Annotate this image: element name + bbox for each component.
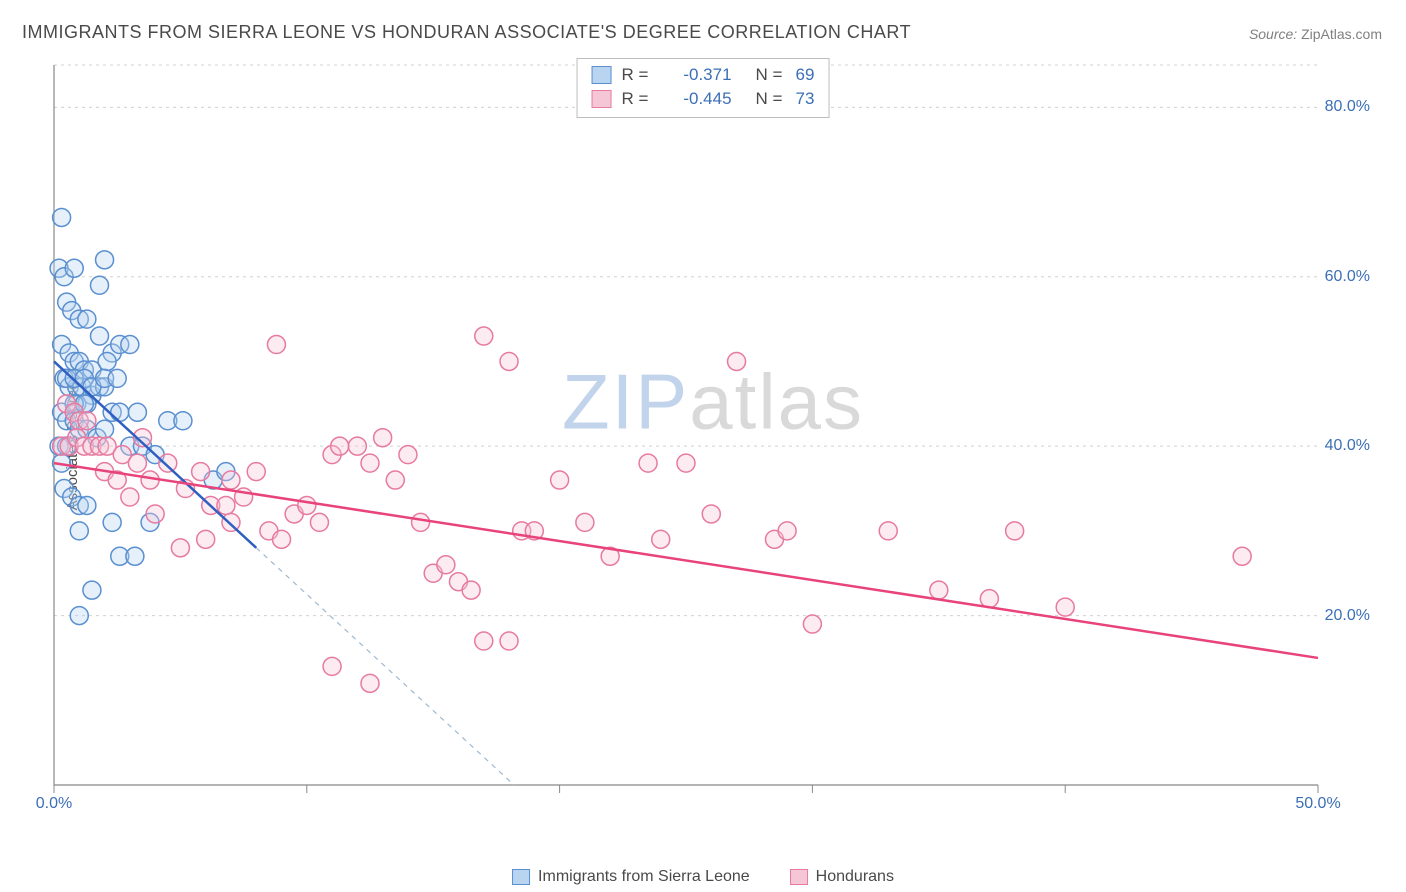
y-tick-label: 80.0% — [1325, 98, 1370, 116]
series-legend: Immigrants from Sierra Leone Hondurans — [512, 868, 894, 886]
correlation-legend: R = -0.371 N = 69 R = -0.445 N = 73 — [577, 58, 830, 118]
series-legend-item: Immigrants from Sierra Leone — [512, 868, 750, 886]
source-label: Source: — [1249, 26, 1301, 42]
n-label: N = — [756, 63, 786, 87]
n-value: 69 — [796, 63, 815, 87]
r-label: R = — [622, 87, 652, 111]
source-attribution: Source: ZipAtlas.com — [1249, 26, 1382, 42]
chart-title: IMMIGRANTS FROM SIERRA LEONE VS HONDURAN… — [22, 22, 911, 43]
correlation-legend-row: R = -0.371 N = 69 — [592, 63, 815, 87]
y-tick-label: 60.0% — [1325, 268, 1370, 286]
r-value: -0.445 — [662, 87, 732, 111]
r-label: R = — [622, 63, 652, 87]
n-value: 73 — [796, 87, 815, 111]
y-tick-label: 40.0% — [1325, 437, 1370, 455]
x-tick-label: 50.0% — [1295, 795, 1340, 813]
legend-swatch — [790, 869, 808, 885]
r-value: -0.371 — [662, 63, 732, 87]
y-tick-label: 20.0% — [1325, 607, 1370, 625]
x-tick-label: 0.0% — [36, 795, 72, 813]
series-legend-item: Hondurans — [790, 868, 894, 886]
chart-plot-area: ZIPatlas — [48, 55, 1378, 825]
legend-swatch — [592, 66, 612, 84]
series-legend-label: Hondurans — [816, 868, 894, 886]
source-site: ZipAtlas.com — [1301, 26, 1382, 42]
n-label: N = — [756, 87, 786, 111]
chart-svg — [48, 55, 1378, 825]
legend-swatch — [592, 90, 612, 108]
legend-swatch — [512, 869, 530, 885]
series-legend-label: Immigrants from Sierra Leone — [538, 868, 750, 886]
correlation-legend-row: R = -0.445 N = 73 — [592, 87, 815, 111]
